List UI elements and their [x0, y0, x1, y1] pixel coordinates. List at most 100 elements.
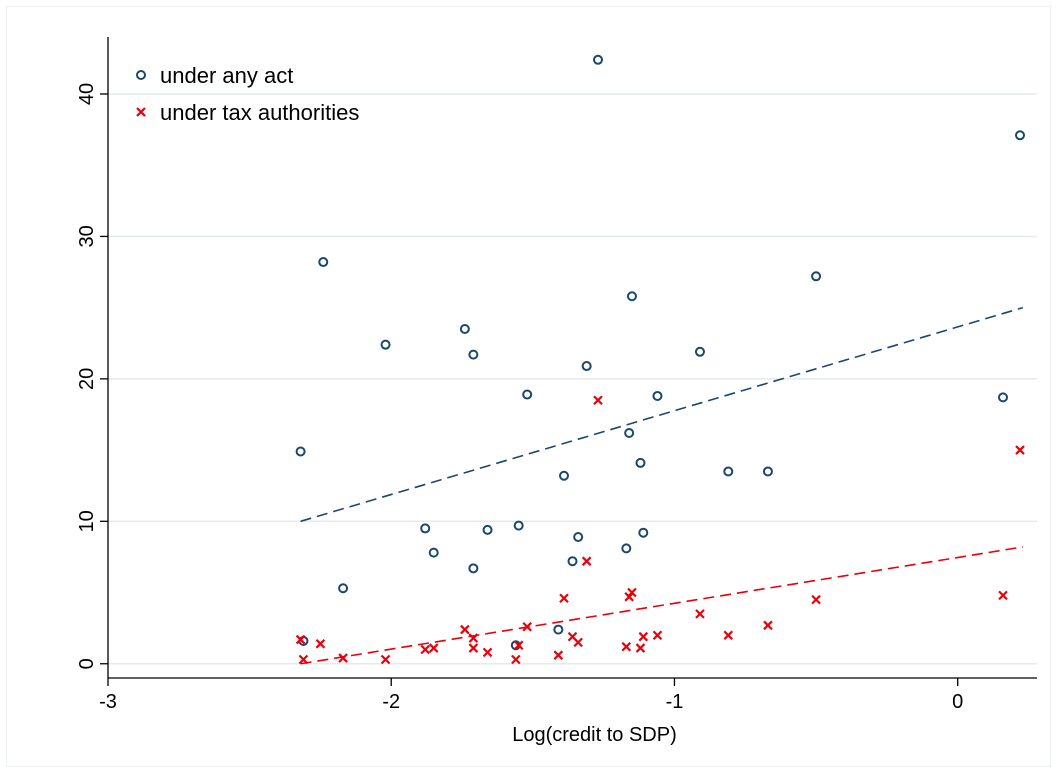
point-under-tax-authorities-stroke [652, 630, 663, 641]
legend: under any act under tax authorities [136, 63, 359, 125]
point-under-tax-authorities [635, 643, 646, 653]
point-under-tax-authorities-stroke [635, 643, 646, 653]
point-under-tax-authorities [468, 633, 479, 643]
point-under-any-act [621, 543, 632, 554]
x-axis-title: Log(credit to SDP) [512, 724, 677, 746]
x-tick-label: 0 [952, 691, 963, 713]
point-under-tax-authorities [522, 621, 532, 632]
point-under-any-act [318, 257, 329, 268]
point-under-any-act [762, 466, 773, 477]
legend-label: under any act [160, 63, 293, 88]
point-under-any-act [338, 583, 349, 594]
point-under-tax-authorities [482, 647, 493, 658]
point-under-tax-authorities-stroke [468, 633, 479, 643]
point-under-tax-authorities-stroke [567, 631, 578, 642]
point-under-tax-authorities-stroke [298, 654, 309, 665]
y-tick-label: 20 [76, 368, 98, 390]
point-under-any-act [513, 520, 524, 531]
point-under-tax-authorities [315, 639, 326, 649]
y-tick-label: 10 [76, 510, 98, 532]
point-under-tax-authorities [338, 653, 348, 663]
grid-lines [108, 93, 1037, 665]
x-tick-label: -3 [99, 691, 117, 713]
point-under-tax-authorities [428, 643, 439, 653]
point-under-any-act [295, 446, 306, 457]
point-under-any-act [468, 563, 479, 574]
point-under-any-act [468, 349, 479, 360]
point-under-any-act [380, 339, 391, 350]
point-under-tax-authorities-stroke [460, 624, 470, 635]
point-under-any-act [420, 523, 431, 534]
point-under-tax-authorities-stroke [428, 643, 439, 653]
plot-frame [6, 6, 1051, 767]
point-under-any-act [522, 389, 533, 400]
point-under-tax-authorities-stroke [482, 647, 493, 658]
point-under-any-act [1015, 130, 1026, 141]
point-under-any-act [559, 470, 570, 481]
point-under-tax-authorities-stroke [627, 587, 637, 598]
point-under-any-act [553, 624, 564, 635]
point-under-tax-authorities-stroke [315, 639, 326, 649]
point-under-tax-authorities-stroke [998, 590, 1008, 601]
point-under-tax-authorities-stroke [593, 395, 603, 406]
point-under-any-act [652, 390, 663, 401]
point-under-tax-authorities [638, 631, 649, 642]
point-under-tax-authorities-stroke [763, 620, 773, 631]
point-under-tax-authorities [627, 587, 637, 598]
point-under-tax-authorities [573, 637, 583, 648]
y-tick-label: 40 [76, 83, 98, 105]
point-under-any-act [626, 291, 637, 302]
point-under-any-act [459, 324, 470, 335]
point-under-tax-authorities [723, 630, 734, 641]
point-under-any-act [482, 524, 493, 535]
point-under-tax-authorities [468, 643, 479, 653]
point-under-tax-authorities-stroke [695, 609, 705, 619]
point-under-tax-authorities [298, 654, 309, 665]
point-under-tax-authorities [811, 594, 821, 605]
x-tick-label: -2 [382, 691, 400, 713]
point-under-tax-authorities [559, 593, 569, 604]
point-under-any-act [811, 271, 822, 282]
point-under-any-act [635, 457, 646, 468]
point-under-tax-authorities [998, 590, 1008, 601]
fit-line [300, 306, 1024, 523]
point-under-any-act [573, 531, 584, 542]
point-under-tax-authorities-stroke [468, 643, 479, 653]
point-under-any-act [567, 556, 578, 567]
point-under-tax-authorities [380, 654, 391, 665]
point-under-tax-authorities [295, 634, 306, 645]
point-under-tax-authorities-stroke [1015, 445, 1025, 455]
point-under-tax-authorities-stroke [559, 593, 569, 604]
point-under-tax-authorities-stroke [513, 640, 524, 651]
point-under-tax-authorities-stroke [638, 631, 649, 642]
legend-marker [136, 70, 146, 80]
point-under-tax-authorities-stroke [522, 621, 532, 632]
point-under-tax-authorities [621, 641, 632, 652]
point-under-tax-authorities-stroke [723, 630, 734, 641]
x-tick-label: -1 [666, 691, 684, 713]
point-under-tax-authorities [1015, 445, 1025, 455]
axes: 0 10 20 30 40 -3 -2 -1 0 [76, 37, 1037, 713]
point-under-tax-authorities-stroke [553, 650, 564, 660]
point-under-tax-authorities [511, 654, 521, 665]
fit-lines [300, 306, 1024, 665]
point-under-any-act [624, 427, 635, 438]
point-under-tax-authorities-stroke [511, 654, 521, 665]
point-under-tax-authorities [763, 620, 773, 631]
point-under-tax-authorities [652, 630, 663, 641]
legend-marker [136, 107, 146, 117]
y-tick-label: 0 [76, 658, 98, 669]
point-under-tax-authorities [695, 609, 705, 619]
fit-line [300, 546, 1023, 665]
point-under-tax-authorities [460, 624, 470, 635]
point-under-tax-authorities-stroke [621, 641, 632, 652]
point-under-tax-authorities-stroke [581, 556, 592, 566]
point-under-tax-authorities-stroke [420, 644, 430, 655]
point-under-tax-authorities [593, 395, 603, 406]
point-under-any-act [581, 361, 592, 372]
point-under-tax-authorities [581, 556, 592, 566]
point-under-tax-authorities [420, 644, 430, 655]
point-under-tax-authorities [553, 650, 564, 660]
data-points [295, 54, 1026, 665]
